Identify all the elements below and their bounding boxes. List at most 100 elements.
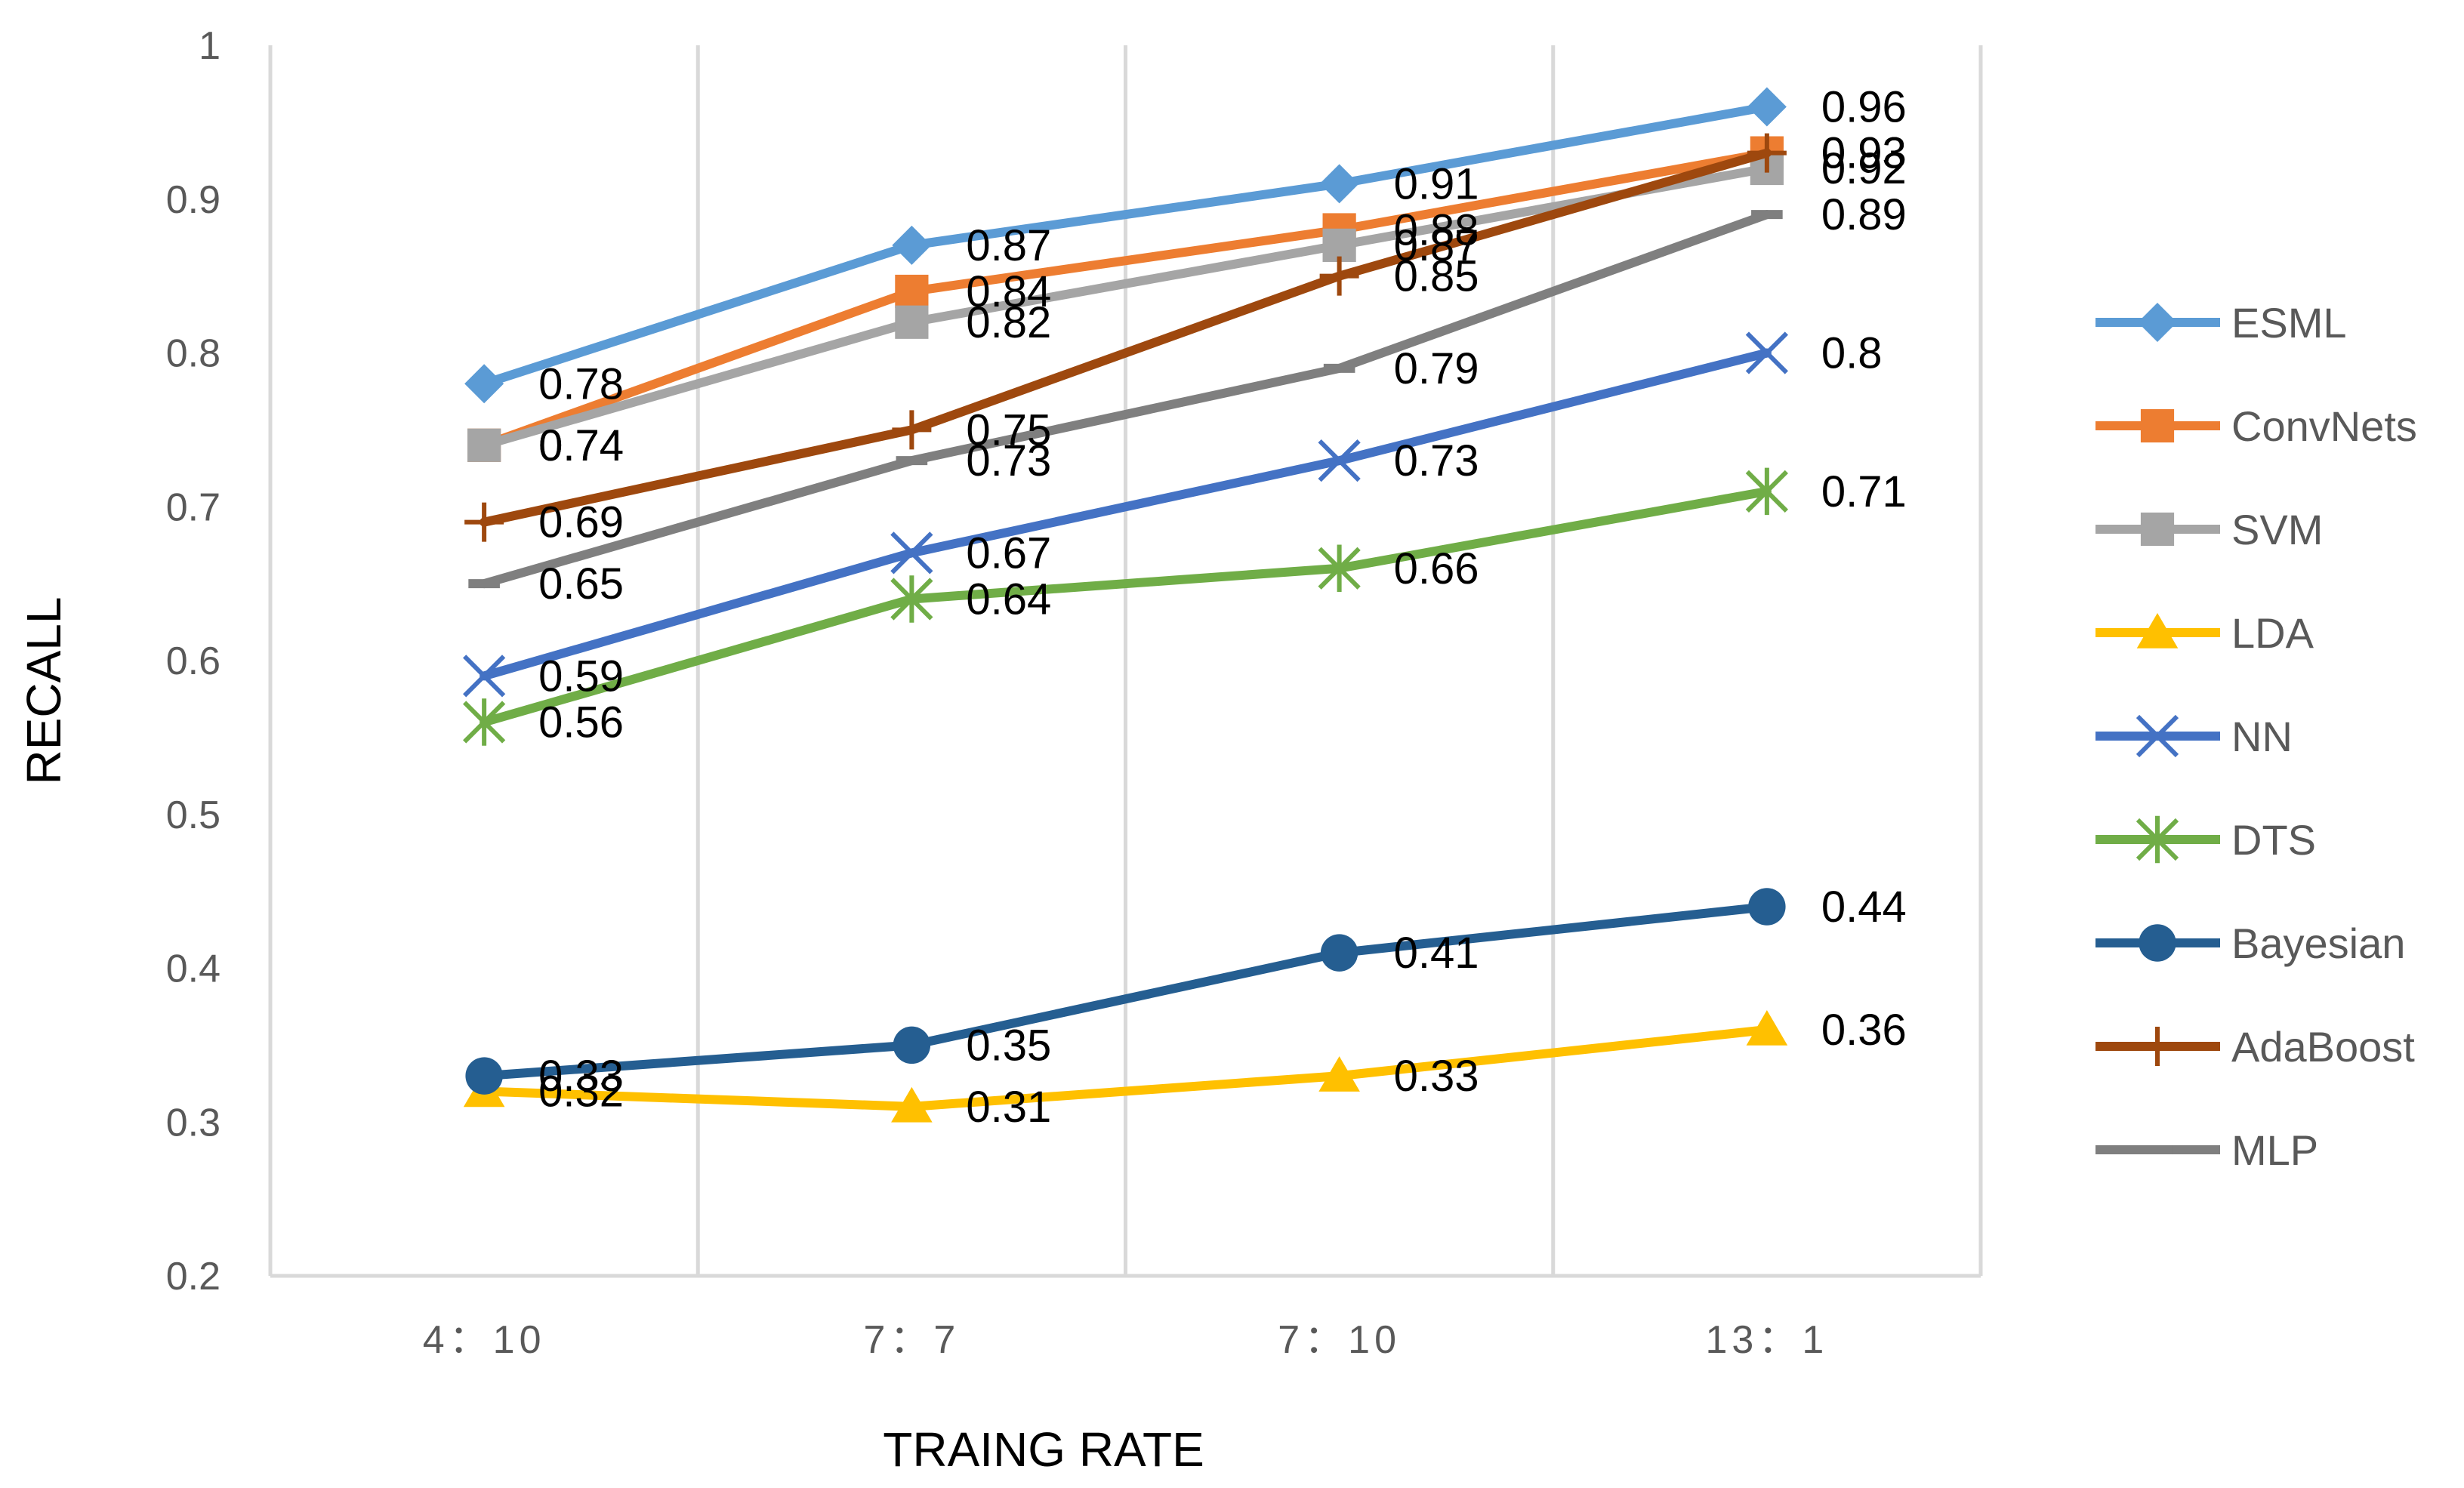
legend-label-esml: ESML [2231,299,2347,347]
data-point-lda [1318,1056,1360,1092]
legend-marker-esml [2138,303,2177,342]
data-label-convnets: 0.93 [1821,129,1907,178]
y-tick-label: 0.3 [166,1101,220,1144]
legend-marker-nn [2136,714,2179,758]
data-label-bayesian: 0.44 [1821,883,1907,932]
data-point-svm [467,428,501,462]
data-point-dts [463,698,506,746]
data-label-lda: 0.31 [966,1083,1051,1132]
y-axis-title: RECALL [17,597,71,785]
data-label-esml: 0.78 [538,359,624,408]
data-point-nn [463,655,506,698]
series-svm [467,151,1784,462]
data-point-adaboost [1747,133,1787,173]
data-point-esml [1747,87,1787,127]
legend-label-nn: NN [2231,713,2293,760]
x-tick-labels: 4：10 7：7 7：10 13：1 [423,1318,1828,1362]
legend-label-svm: SVM [2231,506,2323,553]
data-point-convnets [895,274,929,309]
series-line-svm [480,164,1772,450]
data-label-bayesian: 0.33 [538,1052,624,1101]
series-lines [463,87,1789,1123]
data-label-esml: 0.96 [1821,83,1907,132]
legend-item-svm: SVM [2095,506,2323,553]
legend-label-adaboost: AdaBoost [2231,1023,2415,1071]
x-tick-label: 4：10 [423,1318,546,1362]
series-nn [463,331,1789,698]
x-tick-label: 13：1 [1705,1318,1828,1362]
data-point-esml [892,225,932,265]
grid-lines [268,45,1983,1276]
data-point-bayesian [893,1026,931,1064]
series-mlp [468,210,1783,589]
series-line-dts [480,486,1772,727]
series-line-nn [480,348,1772,681]
data-point-esml [1319,164,1359,204]
data-point-dts [1745,467,1789,516]
legend-label-bayesian: Bayesian [2231,920,2405,967]
data-label-adaboost: 0.69 [538,498,624,547]
legend-item-dts: DTS [2095,815,2316,864]
data-label-lda: 0.33 [1394,1052,1479,1101]
data-label-nn: 0.59 [538,652,624,701]
x-tick-label: 7：10 [1278,1318,1401,1362]
data-point-svm [895,305,929,339]
legend-marker-lda [2136,613,2179,648]
y-tick-labels: 0.2 0.3 0.4 0.5 0.6 0.7 0.8 0.9 1 [166,24,220,1299]
y-tick-label: 0.9 [166,178,220,222]
data-label-bayesian: 0.35 [966,1021,1051,1070]
data-point-lda [1746,1010,1788,1046]
data-label-bayesian: 0.41 [1394,929,1479,978]
legend-label-dts: DTS [2231,816,2316,864]
data-point-adaboost [464,502,504,542]
y-tick-label: 0.6 [166,639,220,683]
data-point-lda [891,1086,933,1123]
data-label-esml: 0.91 [1394,159,1479,208]
data-label-dts: 0.56 [538,698,624,747]
data-point-nn [890,531,933,575]
series-esml [464,87,1787,404]
data-label-esml: 0.87 [966,221,1051,270]
legend-marker-dts [2136,815,2179,864]
data-label-dts: 0.64 [966,575,1051,624]
data-label-dts: 0.66 [1394,544,1479,593]
legend-item-convnets: ConvNets [2095,402,2417,450]
legend-marker-convnets [2140,408,2175,443]
data-label-svm: 0.87 [1394,221,1479,270]
data-label-svm: 0.82 [966,298,1051,347]
y-tick-label: 1 [199,24,220,68]
data-label-mlp: 0.65 [538,559,624,608]
data-label-dts: 0.71 [1821,467,1907,516]
legend-marker-adaboost [2138,1027,2177,1066]
data-point-bayesian [1320,934,1358,972]
series-line-mlp [480,210,1772,589]
series-line-bayesian [480,902,1772,1081]
data-label-svm: 0.92 [1821,144,1907,193]
data-labels: 0.780.870.910.960.740.840.880.930.740.82… [538,83,1907,1132]
data-label-convnets: 0.88 [1394,206,1479,255]
data-label-convnets: 0.74 [538,421,624,470]
legend-marker-svm [2140,512,2175,547]
data-label-adaboost: 0.85 [1394,252,1479,301]
data-point-nn [1745,331,1789,374]
series-adaboost [464,133,1787,542]
data-point-bayesian [465,1057,503,1095]
data-label-lda: 0.32 [538,1067,624,1117]
data-label-nn: 0.67 [966,528,1051,578]
data-label-lda: 0.36 [1821,1006,1907,1055]
data-point-svm [1322,228,1356,262]
data-label-mlp: 0.73 [966,436,1051,485]
data-label-nn: 0.8 [1821,329,1883,378]
series-line-convnets [480,148,1772,450]
legend-item-adaboost: AdaBoost [2095,1023,2415,1071]
legend-label-lda: LDA [2231,609,2314,657]
series-dts [463,467,1789,746]
y-tick-label: 0.5 [166,793,220,837]
legend-item-lda: LDA [2095,609,2314,657]
series-bayesian [465,888,1786,1095]
series-line-esml [480,102,1772,389]
y-tick-label: 0.8 [166,332,220,376]
data-point-bayesian [1748,888,1786,926]
